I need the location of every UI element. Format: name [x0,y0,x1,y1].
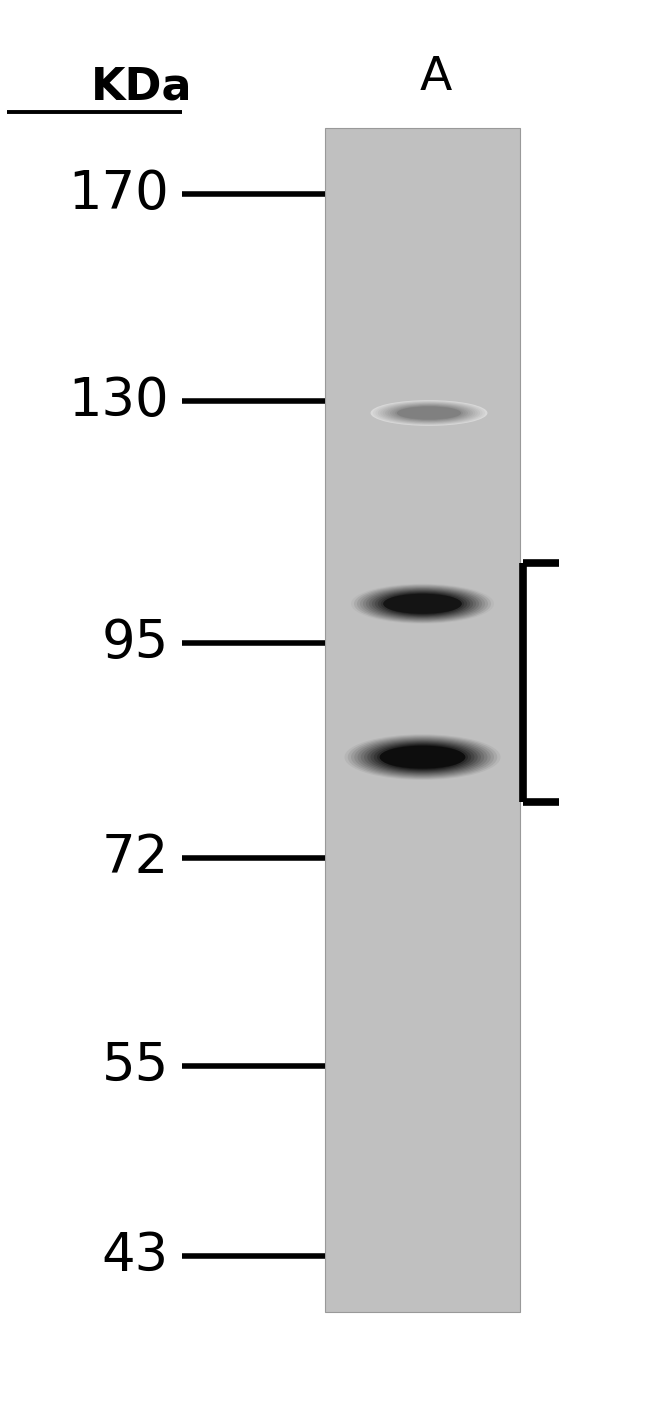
Ellipse shape [378,592,467,616]
Text: 55: 55 [102,1040,169,1092]
Ellipse shape [344,734,500,780]
Ellipse shape [351,736,494,779]
Ellipse shape [390,405,468,422]
Ellipse shape [387,404,471,422]
Ellipse shape [393,405,465,421]
Ellipse shape [357,586,488,622]
Ellipse shape [363,588,482,620]
Ellipse shape [397,406,461,419]
Ellipse shape [351,583,494,623]
Ellipse shape [378,402,480,424]
Ellipse shape [376,401,482,425]
Ellipse shape [366,588,479,619]
Text: A: A [419,54,452,100]
Ellipse shape [370,401,488,426]
Text: KDa: KDa [91,66,192,108]
Bar [325,128,520,1312]
Ellipse shape [348,736,497,779]
Ellipse shape [383,593,461,613]
Ellipse shape [380,746,465,769]
Text: 130: 130 [68,375,169,426]
Ellipse shape [372,589,473,617]
Ellipse shape [373,401,485,425]
Ellipse shape [374,743,471,771]
Ellipse shape [354,737,491,777]
Ellipse shape [384,593,462,615]
Ellipse shape [396,406,462,419]
Ellipse shape [367,742,478,773]
Ellipse shape [361,739,484,776]
Ellipse shape [395,405,463,421]
Ellipse shape [360,586,485,622]
Text: 43: 43 [102,1231,169,1282]
Ellipse shape [370,742,474,773]
Ellipse shape [380,744,465,770]
Ellipse shape [383,402,475,424]
Ellipse shape [385,404,473,422]
Ellipse shape [380,402,478,424]
Text: 95: 95 [102,617,169,669]
Ellipse shape [369,589,476,619]
Ellipse shape [354,585,491,623]
Ellipse shape [375,590,470,617]
Text: 170: 170 [68,168,169,220]
Text: 72: 72 [102,831,169,884]
Ellipse shape [377,744,468,770]
Ellipse shape [358,739,488,776]
Ellipse shape [364,740,481,774]
Ellipse shape [381,592,464,616]
